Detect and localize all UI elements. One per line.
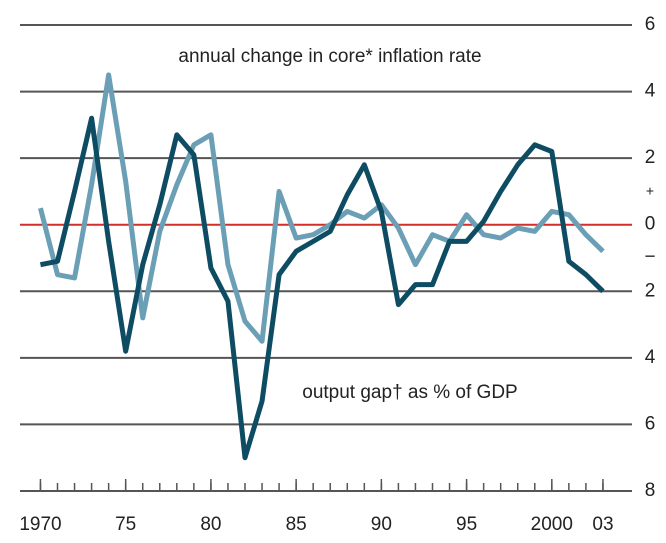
annotation: annual change in core* inflation rate	[178, 46, 481, 67]
annotation: output gap† as % of GDP	[302, 382, 517, 403]
y-tick-label: 8	[645, 480, 656, 501]
x-tick-label: 85	[286, 514, 307, 535]
series-line	[38, 72, 605, 344]
y-tick-label: 6	[645, 14, 656, 35]
sign-label: +	[646, 182, 654, 198]
x-tick-label: 80	[200, 514, 221, 535]
x-tick-label: 03	[592, 514, 613, 535]
x-tick-label: 90	[371, 514, 392, 535]
y-tick-label: 0	[645, 214, 656, 235]
y-tick-label: 2	[645, 280, 656, 301]
y-tick-label: 2	[645, 147, 656, 168]
y-tick-label: 4	[645, 347, 656, 368]
x-tick-label: 2000	[531, 514, 573, 535]
y-tick-label: 4	[645, 81, 656, 102]
y-tick-label: 6	[645, 413, 656, 434]
series-line	[39, 115, 605, 461]
x-tick-label: 75	[115, 514, 136, 535]
x-tick-label: 95	[456, 514, 477, 535]
sign-label: −	[644, 247, 655, 268]
x-tick-label: 1970	[19, 514, 61, 535]
